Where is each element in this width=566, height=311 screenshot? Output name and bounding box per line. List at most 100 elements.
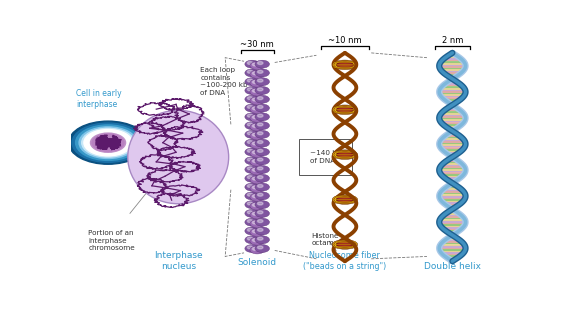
Text: 2 nm: 2 nm (441, 36, 463, 45)
Circle shape (252, 160, 258, 163)
Circle shape (247, 97, 253, 100)
Ellipse shape (332, 105, 358, 114)
Circle shape (258, 228, 263, 231)
Circle shape (252, 212, 258, 215)
Circle shape (252, 195, 258, 198)
Circle shape (84, 129, 132, 156)
Circle shape (252, 239, 258, 242)
Ellipse shape (333, 106, 357, 108)
Ellipse shape (334, 61, 356, 69)
Circle shape (247, 211, 253, 214)
Ellipse shape (336, 241, 354, 248)
Circle shape (91, 133, 126, 152)
Circle shape (247, 220, 253, 223)
Text: Solenoid: Solenoid (238, 258, 277, 267)
Circle shape (258, 70, 263, 73)
Text: Cell in early
interphase: Cell in early interphase (76, 89, 122, 109)
Circle shape (252, 89, 258, 92)
Text: Histone
octamer: Histone octamer (311, 233, 341, 246)
Circle shape (258, 220, 263, 223)
Circle shape (258, 141, 263, 144)
Circle shape (255, 192, 269, 200)
Ellipse shape (336, 197, 354, 202)
Ellipse shape (333, 246, 357, 248)
Circle shape (255, 104, 269, 112)
Circle shape (250, 176, 264, 184)
Ellipse shape (333, 244, 357, 245)
Circle shape (245, 201, 259, 209)
Circle shape (252, 142, 258, 145)
Circle shape (247, 237, 253, 240)
Circle shape (245, 95, 259, 103)
Circle shape (255, 139, 269, 147)
Ellipse shape (337, 242, 353, 247)
Circle shape (247, 193, 253, 196)
Circle shape (252, 124, 258, 128)
Ellipse shape (336, 152, 354, 158)
Circle shape (247, 132, 253, 135)
Circle shape (245, 157, 259, 165)
Circle shape (247, 141, 253, 144)
Circle shape (252, 177, 258, 180)
Circle shape (245, 148, 259, 156)
Circle shape (255, 69, 269, 77)
Text: Portion of an
interphase
chromosome: Portion of an interphase chromosome (88, 230, 135, 251)
Circle shape (252, 230, 258, 233)
Circle shape (250, 202, 264, 210)
Circle shape (252, 151, 258, 154)
Circle shape (250, 141, 264, 149)
Circle shape (250, 123, 264, 131)
Circle shape (252, 116, 258, 119)
Text: ~30 nm: ~30 nm (241, 39, 274, 49)
Circle shape (247, 202, 253, 205)
Circle shape (250, 70, 264, 78)
Circle shape (258, 167, 263, 170)
Ellipse shape (333, 199, 357, 201)
Circle shape (250, 97, 264, 104)
Circle shape (245, 236, 259, 244)
Circle shape (245, 227, 259, 235)
Circle shape (245, 86, 259, 95)
Circle shape (255, 122, 269, 130)
Circle shape (247, 167, 253, 170)
Ellipse shape (337, 152, 353, 157)
Circle shape (255, 130, 269, 138)
Text: Double helix: Double helix (424, 262, 481, 271)
Circle shape (250, 105, 264, 114)
Circle shape (252, 203, 258, 207)
Circle shape (258, 237, 263, 240)
Circle shape (255, 86, 269, 95)
Circle shape (258, 97, 263, 100)
Circle shape (255, 165, 269, 174)
Text: Each loop
contains
~100-200 kb
of DNA: Each loop contains ~100-200 kb of DNA (200, 67, 248, 96)
Circle shape (258, 79, 263, 82)
Circle shape (245, 104, 259, 112)
Circle shape (250, 184, 264, 193)
Circle shape (252, 72, 258, 75)
Circle shape (92, 134, 124, 151)
Circle shape (245, 60, 259, 68)
Circle shape (245, 139, 259, 147)
Ellipse shape (333, 111, 357, 113)
Ellipse shape (334, 106, 356, 114)
Text: Interphase
nucleus: Interphase nucleus (154, 251, 203, 271)
Circle shape (258, 114, 263, 117)
Circle shape (247, 123, 253, 126)
Text: ~140 bp
of DNA: ~140 bp of DNA (310, 150, 341, 164)
Circle shape (245, 218, 259, 226)
Circle shape (252, 98, 258, 101)
Circle shape (252, 221, 258, 224)
Circle shape (245, 192, 259, 200)
Ellipse shape (128, 110, 229, 204)
Circle shape (255, 201, 269, 209)
Ellipse shape (333, 196, 357, 198)
Circle shape (247, 114, 253, 117)
Circle shape (258, 149, 263, 152)
Circle shape (255, 236, 269, 244)
Circle shape (245, 244, 259, 253)
Circle shape (247, 228, 253, 231)
Circle shape (250, 193, 264, 201)
Circle shape (245, 210, 259, 217)
Circle shape (258, 88, 263, 91)
Ellipse shape (333, 156, 357, 158)
